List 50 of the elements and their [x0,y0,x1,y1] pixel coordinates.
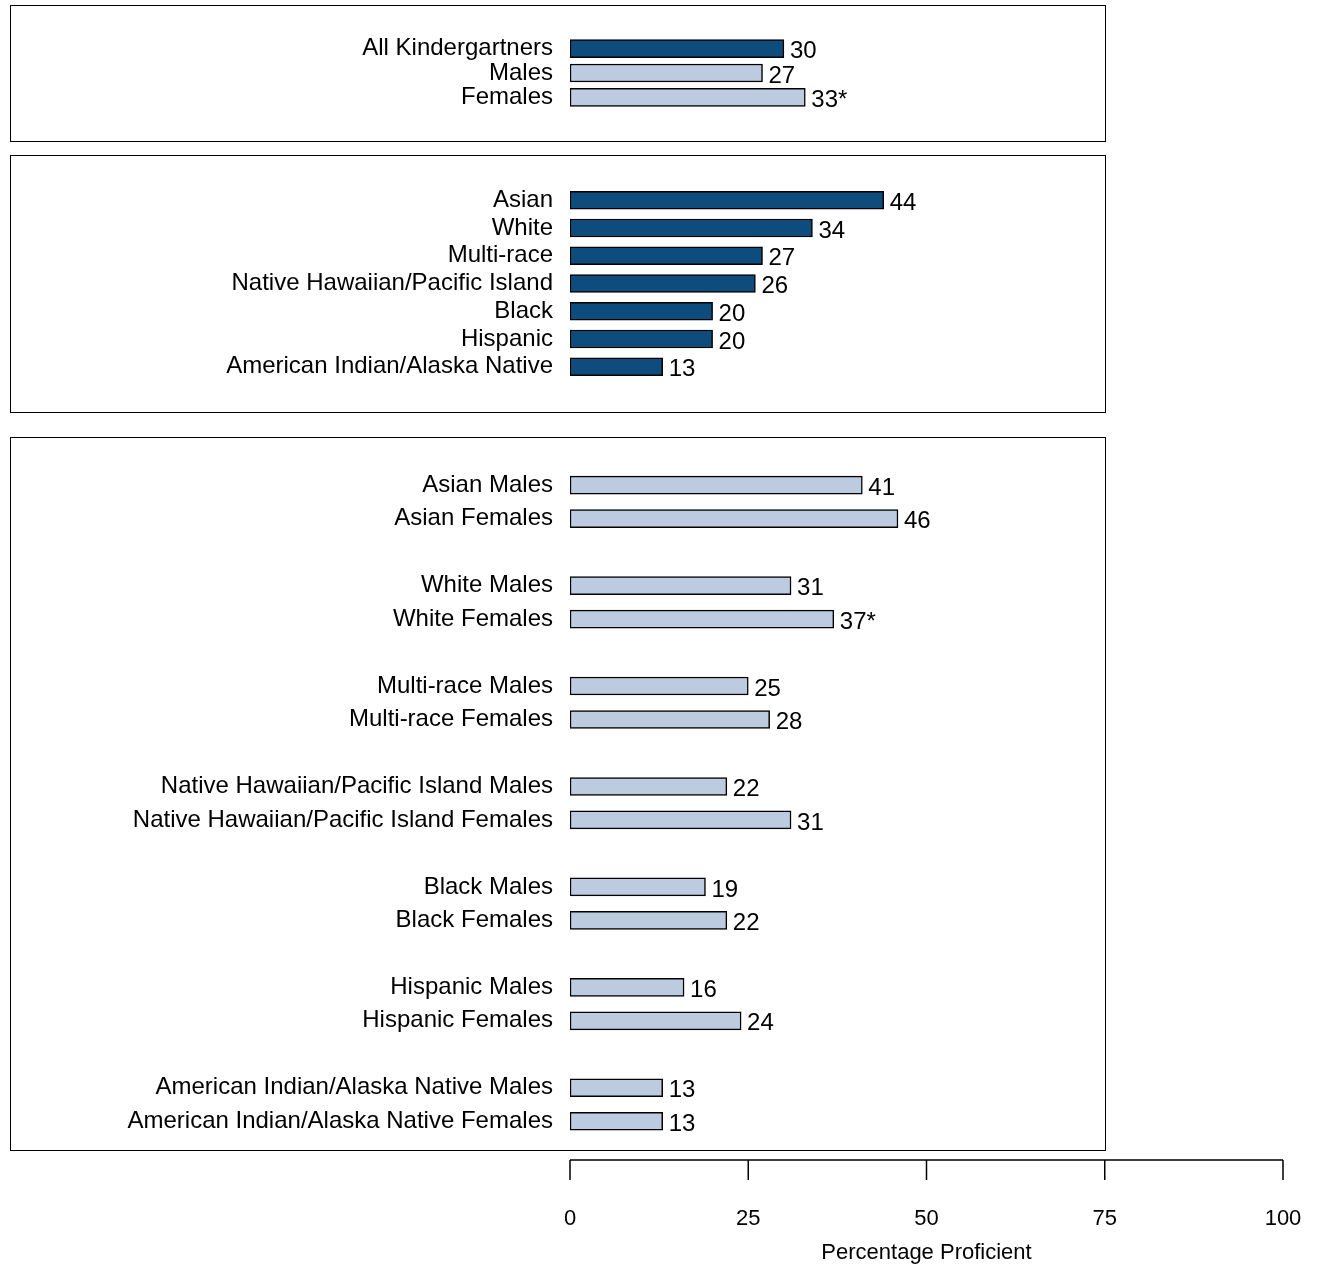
y-tick-label: Multi-race Females [348,704,553,732]
data-label: 37* [839,606,876,634]
y-tick-label: Native Hawaiian/Pacific Island [231,268,553,296]
y-tick-label: Asian Females [394,503,553,531]
data-label: 25 [754,673,781,701]
y-tick-label: Asian Males [422,469,553,497]
data-label: 27 [768,243,796,271]
x-tick-label: 100 [1264,1205,1302,1231]
y-tick-label: American Indian/Alaska Native [226,351,553,379]
data-label: 13 [668,354,696,382]
data-label: 13 [668,1075,696,1103]
data-label: 31 [797,807,824,835]
data-label: 33* [811,85,848,113]
data-label: 22 [732,774,760,802]
y-tick-label: Black Males [423,871,553,899]
data-label: 20 [718,298,746,326]
y-tick-label: Multi-race [447,240,553,268]
y-tick-label: Hispanic [460,323,553,351]
data-label: 24 [747,1008,774,1036]
x-tick-label: 0 [563,1205,577,1231]
x-tick-label: 50 [914,1205,939,1231]
y-tick-label: Hispanic Males [390,971,553,999]
x-axis-title: Percentage Proficient [821,1238,1032,1264]
data-label: 13 [668,1108,696,1136]
data-label: 22 [732,908,760,936]
data-label: 19 [711,874,739,902]
x-tick-label: 75 [1092,1205,1117,1231]
data-label: 41 [868,472,896,500]
y-tick-label: White [491,212,553,240]
data-label: 34 [818,215,846,243]
y-tick-label: American Indian/Alaska Native Females [127,1105,553,1133]
y-tick-label: Asian [492,184,553,212]
y-tick-label: Multi-race Males [376,670,553,698]
data-label: 31 [797,573,824,601]
data-label: 20 [718,326,746,354]
y-tick-label: American Indian/Alaska Native Males [155,1072,553,1100]
y-tick-label: Females [460,82,553,110]
y-tick-label: Native Hawaiian/Pacific Island Males [160,771,553,799]
y-tick-label: Black [494,295,554,323]
x-tick-label: 25 [736,1205,761,1231]
data-label: 28 [775,707,803,735]
y-tick-label: Black Females [395,905,553,933]
y-tick-label: White Females [392,603,553,631]
y-tick-label: Hispanic Females [362,1005,553,1033]
data-label: 16 [690,974,717,1002]
y-tick-label: White Males [420,570,553,598]
data-label: 26 [761,271,789,299]
data-label: 46 [903,506,931,534]
data-label: 44 [889,187,917,215]
y-tick-label: Native Hawaiian/Pacific Island Females [132,804,553,832]
